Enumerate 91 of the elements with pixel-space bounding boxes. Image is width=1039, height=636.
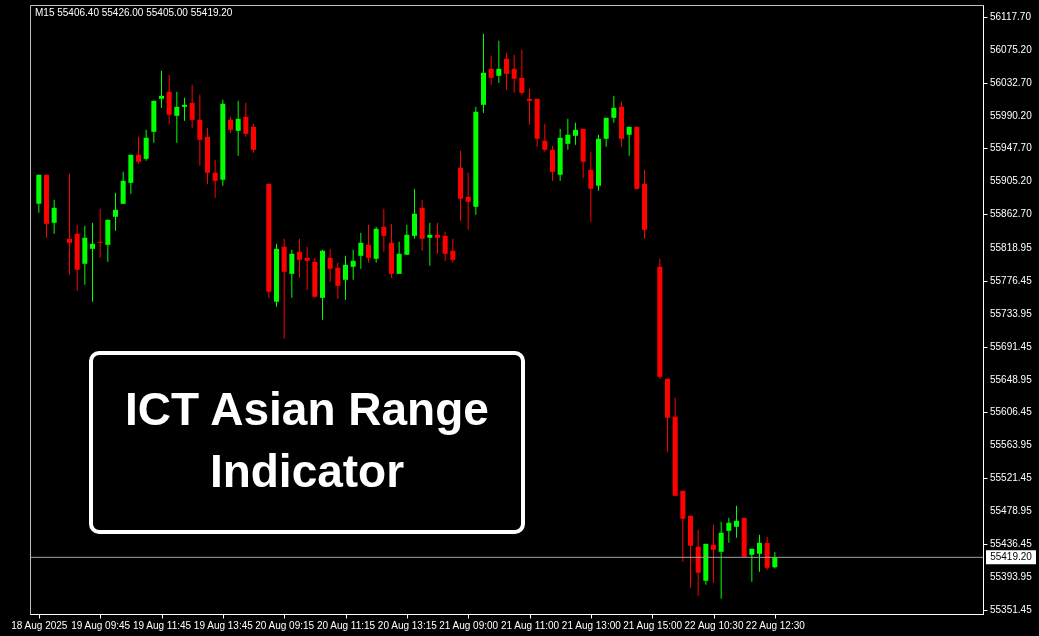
candlestick: [412, 188, 417, 240]
candlestick: [343, 255, 348, 301]
candlestick: [427, 222, 433, 267]
x-tick-label: 20 Aug 09:15: [255, 619, 315, 631]
ref-line-label: 55419.20: [990, 551, 1033, 563]
candlestick: [749, 548, 755, 583]
candlestick: [404, 224, 410, 256]
candlestick: [120, 171, 126, 205]
x-tick-label: 21 Aug 13:00: [561, 619, 622, 631]
candlestick: [542, 123, 548, 153]
candlestick: [450, 238, 456, 264]
candlestick: [166, 74, 172, 125]
x-tick-label: 19 Aug 11:45: [132, 619, 192, 631]
candlestick: [757, 534, 762, 573]
candlestick: [197, 94, 203, 167]
candlestick: [174, 91, 180, 144]
candlestick: [527, 88, 532, 126]
candlestick: [726, 517, 732, 544]
candlestick: [519, 49, 525, 96]
x-tick-label: 21 Aug 15:00: [623, 619, 683, 631]
y-tick-label: 55648.95: [990, 373, 1033, 385]
candlestick: [136, 136, 141, 165]
x-tick-label: 22 Aug 12:30: [745, 619, 806, 631]
candlestick: [603, 117, 609, 148]
x-tick-label: 20 Aug 11:15: [316, 619, 376, 631]
candlestick: [435, 222, 440, 255]
candlestick: [159, 70, 164, 109]
y-tick-label: 55606.45: [990, 406, 1033, 418]
candlestick: [297, 238, 302, 279]
y-tick-label: 55947.70: [990, 142, 1033, 154]
x-tick-label: 21 Aug 09:00: [439, 619, 499, 631]
candlestick: [550, 145, 555, 182]
y-tick-label: 55521.45: [990, 472, 1033, 484]
y-tick-label: 55905.20: [990, 175, 1033, 187]
candlestick: [565, 118, 571, 151]
y-tick-label: 55436.45: [990, 538, 1033, 550]
y-tick-label: 56032.70: [990, 76, 1033, 88]
candlestick: [611, 95, 617, 124]
candlestick: [113, 192, 118, 232]
candlestick: [235, 100, 241, 157]
candlestick: [358, 232, 364, 270]
candlestick: [289, 249, 295, 299]
y-tick-label: 55478.95: [990, 505, 1033, 517]
candlestick: [734, 505, 739, 539]
candlestick: [504, 52, 509, 91]
candlestick: [335, 262, 341, 300]
y-tick-label: 55862.70: [990, 208, 1033, 220]
x-tick-label: 18 Aug 2025: [11, 619, 68, 631]
x-tick-label: 21 Aug 11:00: [500, 619, 560, 631]
candlestick: [182, 97, 187, 122]
candlestick: [626, 126, 632, 157]
y-tick-label: 55818.95: [990, 242, 1033, 254]
candlestick: [381, 208, 387, 253]
candlestick: [251, 123, 256, 154]
candlestick: [51, 199, 57, 235]
candlestick: [189, 84, 195, 129]
y-tick-label: 56117.70: [990, 10, 1032, 22]
candlestick: [67, 173, 72, 276]
y-tick-label: 55691.45: [990, 340, 1033, 352]
y-tick-label: 55351.45: [990, 603, 1033, 615]
y-tick-label: 55733.95: [990, 307, 1033, 319]
x-tick-label: 20 Aug 13:15: [377, 619, 438, 631]
candlestick: [465, 172, 471, 231]
candlestick: [496, 40, 502, 84]
y-tick-label: 55776.45: [990, 274, 1033, 286]
candlestick: [327, 248, 333, 283]
candlestick: [573, 122, 578, 146]
candlestick: [718, 521, 724, 600]
candlestick: [442, 231, 448, 262]
candlestick: [396, 241, 402, 275]
y-tick-label: 55990.20: [990, 109, 1033, 121]
x-tick-label: 19 Aug 13:45: [193, 619, 254, 631]
y-tick-label: 56075.20: [990, 43, 1033, 55]
candlestick: [304, 246, 310, 291]
candlestick: [90, 222, 95, 303]
x-tick-label: 22 Aug 10:30: [684, 619, 744, 631]
chart-title: M15 55406.40 55426.00 55405.00 55419.20: [35, 7, 233, 18]
candlestick: [143, 129, 149, 162]
y-tick-label: 55393.95: [990, 570, 1033, 582]
x-tick-label: 19 Aug 09:45: [71, 619, 131, 631]
candlestick: [243, 102, 249, 138]
candlestick: [366, 224, 371, 264]
candlestick: [97, 208, 103, 259]
candlestick: [588, 151, 594, 223]
candlestick: [488, 55, 494, 86]
y-tick-label: 55563.95: [990, 439, 1033, 451]
candlestick: [350, 249, 356, 281]
candlestick: [212, 159, 218, 199]
candlestick: [711, 524, 716, 584]
candlestick: [511, 54, 517, 94]
annotation: ICT Asian Range Indicator: [125, 383, 489, 497]
